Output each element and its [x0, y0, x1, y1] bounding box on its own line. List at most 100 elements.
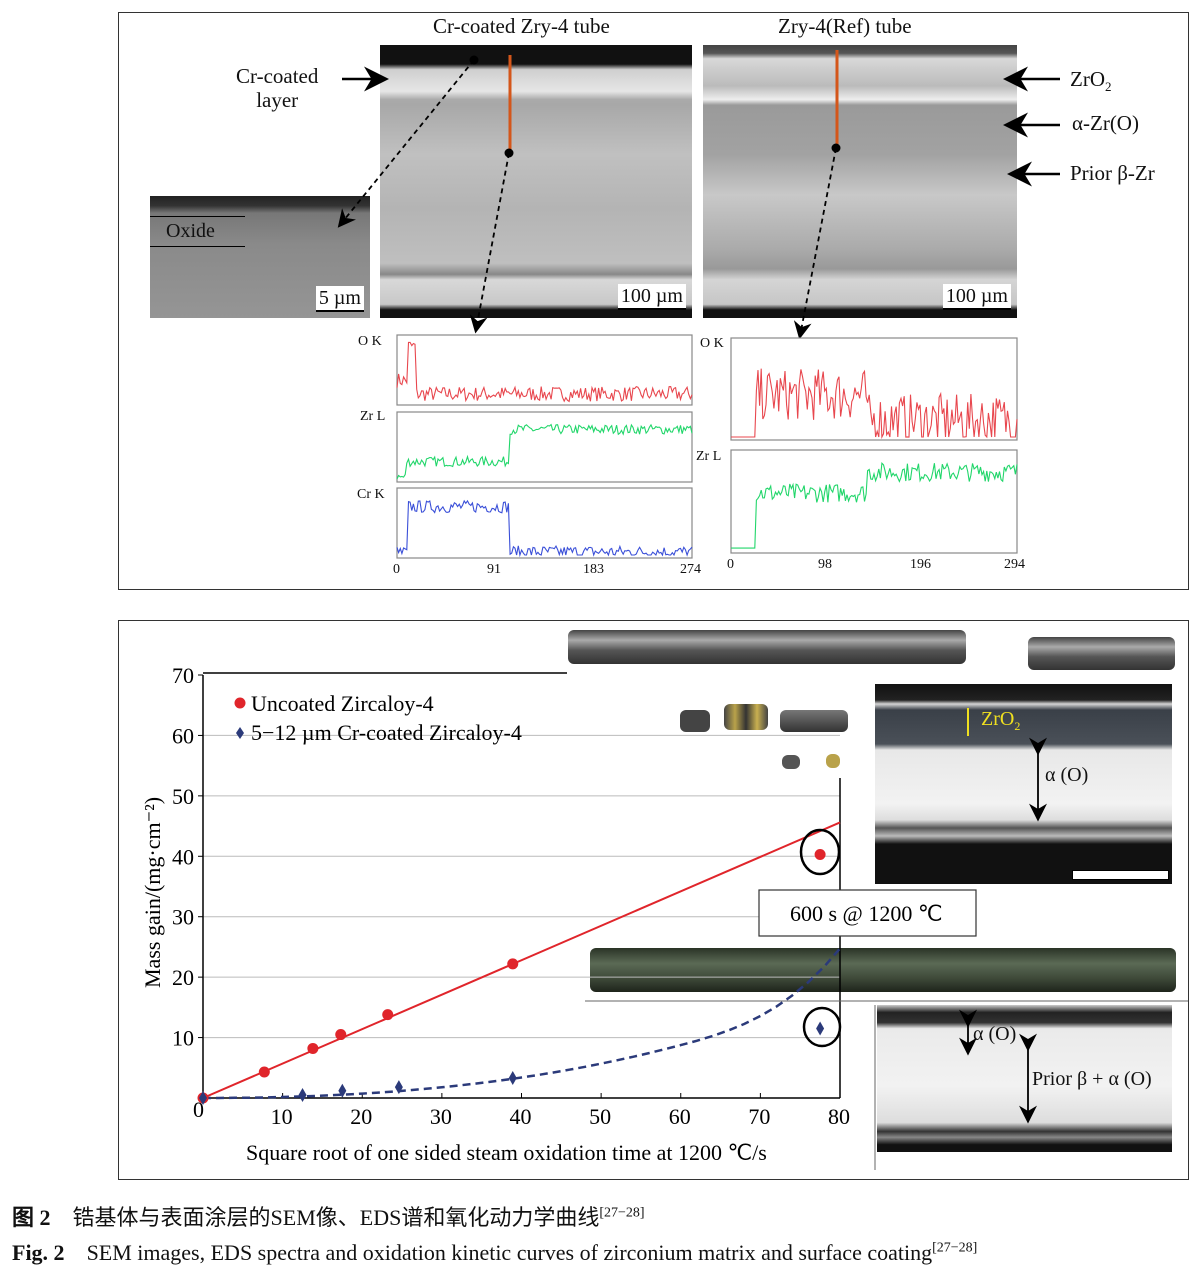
- y-tick-label: 20: [172, 965, 194, 990]
- eds-right-tick: 0: [727, 557, 734, 572]
- x-axis-title: Square root of one sided steam oxidation…: [246, 1140, 767, 1165]
- caption-cn-label: 图 2: [12, 1205, 51, 1230]
- x-tick-label: 30: [430, 1104, 452, 1129]
- x-tick-label: 80: [828, 1104, 850, 1129]
- caption-en-ref: [27−28]: [932, 1240, 978, 1256]
- eds-right-tick: 196: [910, 557, 931, 572]
- title-cr-coated-tube: Cr-coated Zry-4 tube: [433, 14, 610, 38]
- x-tick-label: 10: [271, 1104, 293, 1129]
- sem-eds-panel: [118, 12, 1189, 590]
- eds-box: [396, 411, 693, 483]
- photo-fragment: [680, 710, 710, 732]
- annotation-arrows: [337, 50, 1060, 340]
- label-zro2: ZrO2: [1070, 67, 1112, 95]
- highlight-circle-uncoated: [799, 828, 841, 876]
- eds-trace-right-1: [731, 461, 1018, 549]
- label-oxide: Oxide: [166, 220, 215, 242]
- caption-en-text: SEM images, EDS spectra and oxidation ki…: [86, 1240, 933, 1265]
- scale-bar-left: 100 µm: [617, 284, 686, 310]
- label-micro-zro2-sub: 2: [1014, 719, 1021, 733]
- eds-box: [730, 449, 1018, 554]
- micrograph-arrows: [959, 737, 1047, 1124]
- eds-right-tick: 98: [818, 557, 832, 572]
- photo-fragment: [724, 704, 768, 730]
- fit-curve-coated: [203, 947, 841, 1100]
- eds-right-label-ok: O K: [700, 336, 724, 351]
- label-zro2-text: ZrO: [1070, 67, 1105, 91]
- photo-fragment: [826, 754, 840, 768]
- label-micro-zro2: ZrO2: [981, 708, 1020, 734]
- point-coated: [298, 1087, 307, 1102]
- eds-right-tick: 294: [1004, 557, 1025, 572]
- fit-line-uncoated: [202, 821, 841, 1099]
- eds-trace-left-0: [396, 341, 693, 403]
- label-cr-layer-line1: Cr-coated: [236, 64, 319, 88]
- scale-bar-inset: 5 µm: [315, 286, 364, 312]
- label-prior-beta: Prior β-Zr: [1070, 161, 1155, 185]
- point-uncoated: [814, 848, 826, 860]
- mass-gain-chart: 10 20 30 40 50 60 70 0 10 20 30 40 50 60 70 80 Uncoated…: [140, 663, 1188, 1170]
- annotation-box: [758, 889, 977, 937]
- y-tick-label: 30: [172, 905, 194, 930]
- caption-en: Fig. 2 SEM images, EDS spectra and oxida…: [12, 1240, 977, 1266]
- photo-broken-tube: [568, 630, 966, 664]
- sem-cr-coated-tube: 100 µm: [380, 45, 692, 318]
- y-axis-title: Mass gain/(mg·cm⁻²): [140, 797, 165, 988]
- caption-cn-text: 锆基体与表面涂层的SEM像、EDS谱和氧化动力学曲线: [72, 1205, 600, 1230]
- x-tick-label: 50: [589, 1104, 611, 1129]
- label-micro-zro2-text: ZrO: [981, 708, 1015, 730]
- eds-trace-left-2: [396, 499, 693, 558]
- photo-tube-piece: [1028, 637, 1175, 670]
- legend-marker-coated: [236, 727, 244, 739]
- point-coated: [199, 1091, 207, 1105]
- label-cr-layer: Cr-coated layer: [236, 64, 318, 112]
- annotation-text: 600 s @ 1200 ℃: [790, 901, 943, 926]
- point-coated: [816, 1021, 825, 1036]
- x-tick-label: 40: [510, 1104, 532, 1129]
- photo-fragment: [782, 755, 800, 769]
- title-ref-tube: Zry-4(Ref) tube: [778, 14, 912, 38]
- label-micro-prior-beta: Prior β + α (O): [1032, 1068, 1152, 1090]
- oxide-line-bottom: [150, 246, 245, 247]
- photo-fragment: [780, 710, 848, 732]
- eds-left-label-zrl: Zr L: [360, 409, 386, 424]
- point-uncoated: [507, 958, 519, 970]
- y-tick-label: 50: [172, 784, 194, 809]
- x-tick-label: 70: [748, 1104, 770, 1129]
- eds-left-label-crk: Cr K: [357, 487, 385, 502]
- point-uncoated: [258, 1066, 270, 1078]
- point-uncoated: [307, 1042, 319, 1054]
- x-tick-label: 60: [669, 1104, 691, 1129]
- caption-cn-ref: [27−28]: [599, 1205, 645, 1221]
- highlight-circle-coated: [802, 1006, 842, 1048]
- eds-left-label-ok: O K: [358, 334, 382, 349]
- eds-left-tick: 91: [487, 562, 501, 577]
- eds-box: [396, 487, 693, 559]
- point-coated: [394, 1080, 403, 1095]
- y-tick-label: 60: [172, 723, 194, 748]
- eds-trace-right-0: [731, 368, 1018, 440]
- y-tick-label: 10: [172, 1026, 194, 1051]
- label-micro-coated-alpha: α (O): [973, 1023, 1017, 1045]
- y-tick-label: 70: [172, 663, 194, 688]
- caption-en-label: Fig. 2: [12, 1240, 65, 1265]
- label-micro-alpha: α (O): [1045, 764, 1089, 786]
- point-coated: [338, 1083, 347, 1098]
- eds-right-label-zrl: Zr L: [696, 449, 722, 464]
- label-zro2-sub: 2: [1105, 79, 1112, 95]
- point-uncoated: [382, 1009, 394, 1021]
- micrograph-uncoated: ZrO2 α (O): [875, 684, 1172, 884]
- y-tick-label: 40: [172, 844, 194, 869]
- eds-left-tick: 0: [393, 562, 400, 577]
- eds-box: [730, 337, 1018, 441]
- label-cr-layer-line2: layer: [256, 88, 299, 112]
- point-coated: [508, 1071, 517, 1086]
- oxide-line-top: [150, 216, 245, 217]
- sem-ref-tube: 100 µm: [703, 45, 1017, 318]
- caption-cn: 图 2 锆基体与表面涂层的SEM像、EDS谱和氧化动力学曲线[27−28]: [12, 1200, 645, 1232]
- x-tick-label: 0: [193, 1097, 204, 1122]
- legend-marker-uncoated: [234, 697, 246, 709]
- point-uncoated: [335, 1029, 347, 1041]
- photo-coated-tube: [590, 948, 1176, 992]
